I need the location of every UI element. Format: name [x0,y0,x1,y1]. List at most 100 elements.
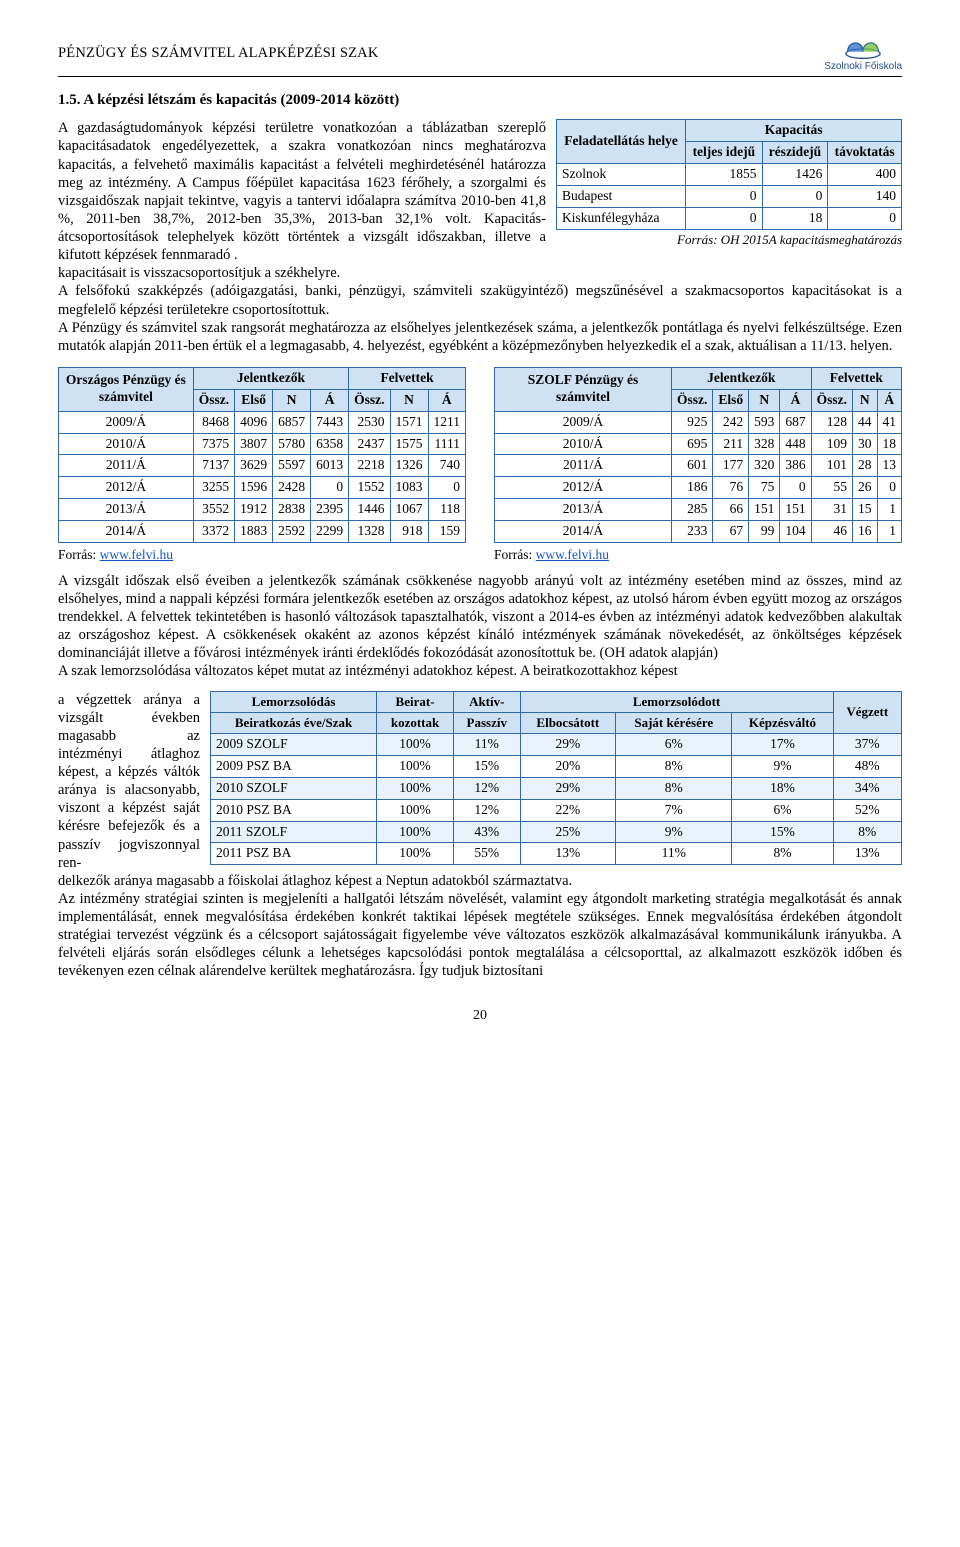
table-row: 2012/Á1867675055260 [495,477,902,499]
para-bottom: Az intézmény stratégiai szinten is megje… [58,890,902,981]
attr-h2a: Beirat- [377,691,454,712]
cell-value: 328 [749,433,780,455]
cap-col-site: Feladatellátás helye [557,120,686,164]
cell-value: 43% [453,821,520,843]
cell-value: 128 [811,411,852,433]
cell-value: 75 [749,477,780,499]
cell-value: 100% [377,734,454,756]
school-logo: Szolnoki Főiskola [824,32,902,74]
logo-label: Szolnoki Főiskola [824,61,902,74]
cell-site: Kiskunfélegyháza [557,207,686,229]
cell-value: 6013 [311,455,349,477]
subcol-header: Első [235,389,273,411]
cell-value: 0 [686,207,762,229]
cell-value: 285 [671,499,712,521]
cell-value: 13 [877,455,902,477]
attr-h1b: Beiratkozás éve/Szak [211,712,377,733]
table-row: 2011/Á6011773203861012813 [495,455,902,477]
para-top-3: A felsőfokú szakképzés (adóigazgatási, b… [58,282,902,318]
table-row: 2009/Á8468409668577443253015711211 [59,411,466,433]
capacity-table: Feladatellátás helye Kapacitás teljes id… [556,119,902,229]
cell-value: 1426 [762,164,828,186]
cell-value: 2437 [349,433,390,455]
cell-value: 1111 [428,433,466,455]
cell-value: 2428 [273,477,311,499]
cell-value: 1552 [349,477,390,499]
cell-value: 109 [811,433,852,455]
subcol-header: Á [780,389,811,411]
cell-value: 29% [520,734,616,756]
cell-value: 9% [616,821,732,843]
para-top-4: A Pénzügy és számvitel szak rangsorát me… [58,319,902,355]
cell-value: 687 [780,411,811,433]
cell-value: 104 [780,521,811,543]
szolf-title: SZOLF Pénzügy és számvitel [495,367,672,411]
cell-value: 0 [686,185,762,207]
cell-year: 2010/Á [495,433,672,455]
cell-value: 6% [732,799,833,821]
cell-value: 66 [713,499,749,521]
cell-value: 3255 [193,477,234,499]
cell-value: 41 [877,411,902,433]
felvi-link[interactable]: www.felvi.hu [536,547,609,562]
cell-value: 29% [520,777,616,799]
cell-year: 2011/Á [59,455,194,477]
cell-value: 15% [453,755,520,777]
cell-value: 0 [877,477,902,499]
cell-value: 1 [877,521,902,543]
para-mid-2: A szak lemorzsolódása változatos képet m… [58,662,902,680]
attrition-table-wrap: Lemorzsolódás Beirat- Aktív- Lemorzsolód… [210,691,902,866]
cell-site: Budapest [557,185,686,207]
table-row: 2010/Á6952113284481093018 [495,433,902,455]
cell-value: 34% [833,777,901,799]
table-row: 2014/Á33721883259222991328918159 [59,521,466,543]
capacity-table-wrap: Feladatellátás helye Kapacitás teljes id… [556,119,902,248]
cell-value: 9% [732,755,833,777]
cell-value: 1571 [390,411,428,433]
source-label: Forrás: [494,547,536,562]
table-row: 2010/Á7375380757806358243715751111 [59,433,466,455]
cell-year: 2012/Á [59,477,194,499]
cell-value: 151 [749,499,780,521]
cell-year: 2012/Á [495,477,672,499]
nat-group-adm: Felvettek [349,367,466,389]
para-mid-1: A vizsgált időszak első éveiben a jelent… [58,572,902,663]
cell-value: 448 [780,433,811,455]
cell-value: 67 [713,521,749,543]
cell-value: 3629 [235,455,273,477]
subcol-header: N [273,389,311,411]
cell-value: 118 [428,499,466,521]
cell-label: 2011 SZOLF [211,821,377,843]
nat-group-app: Jelentkezők [193,367,348,389]
cell-value: 2299 [311,521,349,543]
cell-value: 1211 [428,411,466,433]
national-table: Országos Pénzügy és számvitel Jelentkező… [58,367,466,543]
applicants-tables: Országos Pénzügy és számvitel Jelentkező… [58,367,902,564]
cell-value: 8% [833,821,901,843]
cell-value: 3552 [193,499,234,521]
cell-value: 1067 [390,499,428,521]
subcol-header: Á [311,389,349,411]
cell-site: Szolnok [557,164,686,186]
cell-value: 25% [520,821,616,843]
attr-hgroup: Lemorzsolódott [520,691,833,712]
table-row: Budapest00140 [557,185,902,207]
szolf-group-app: Jelentkezők [671,367,811,389]
cell-value: 0 [311,477,349,499]
cell-value: 26 [853,477,878,499]
cell-value: 695 [671,433,712,455]
cell-value: 18% [732,777,833,799]
book-icon [844,32,882,60]
cell-value: 100% [377,843,454,865]
cell-value: 5780 [273,433,311,455]
cell-label: 2009 SZOLF [211,734,377,756]
cell-value: 211 [713,433,749,455]
cell-value: 2530 [349,411,390,433]
cell-year: 2014/Á [495,521,672,543]
felvi-link[interactable]: www.felvi.hu [100,547,173,562]
cell-value: 3807 [235,433,273,455]
cell-value: 2592 [273,521,311,543]
cell-value: 20% [520,755,616,777]
subcol-header: Össz. [671,389,712,411]
cell-value: 1446 [349,499,390,521]
